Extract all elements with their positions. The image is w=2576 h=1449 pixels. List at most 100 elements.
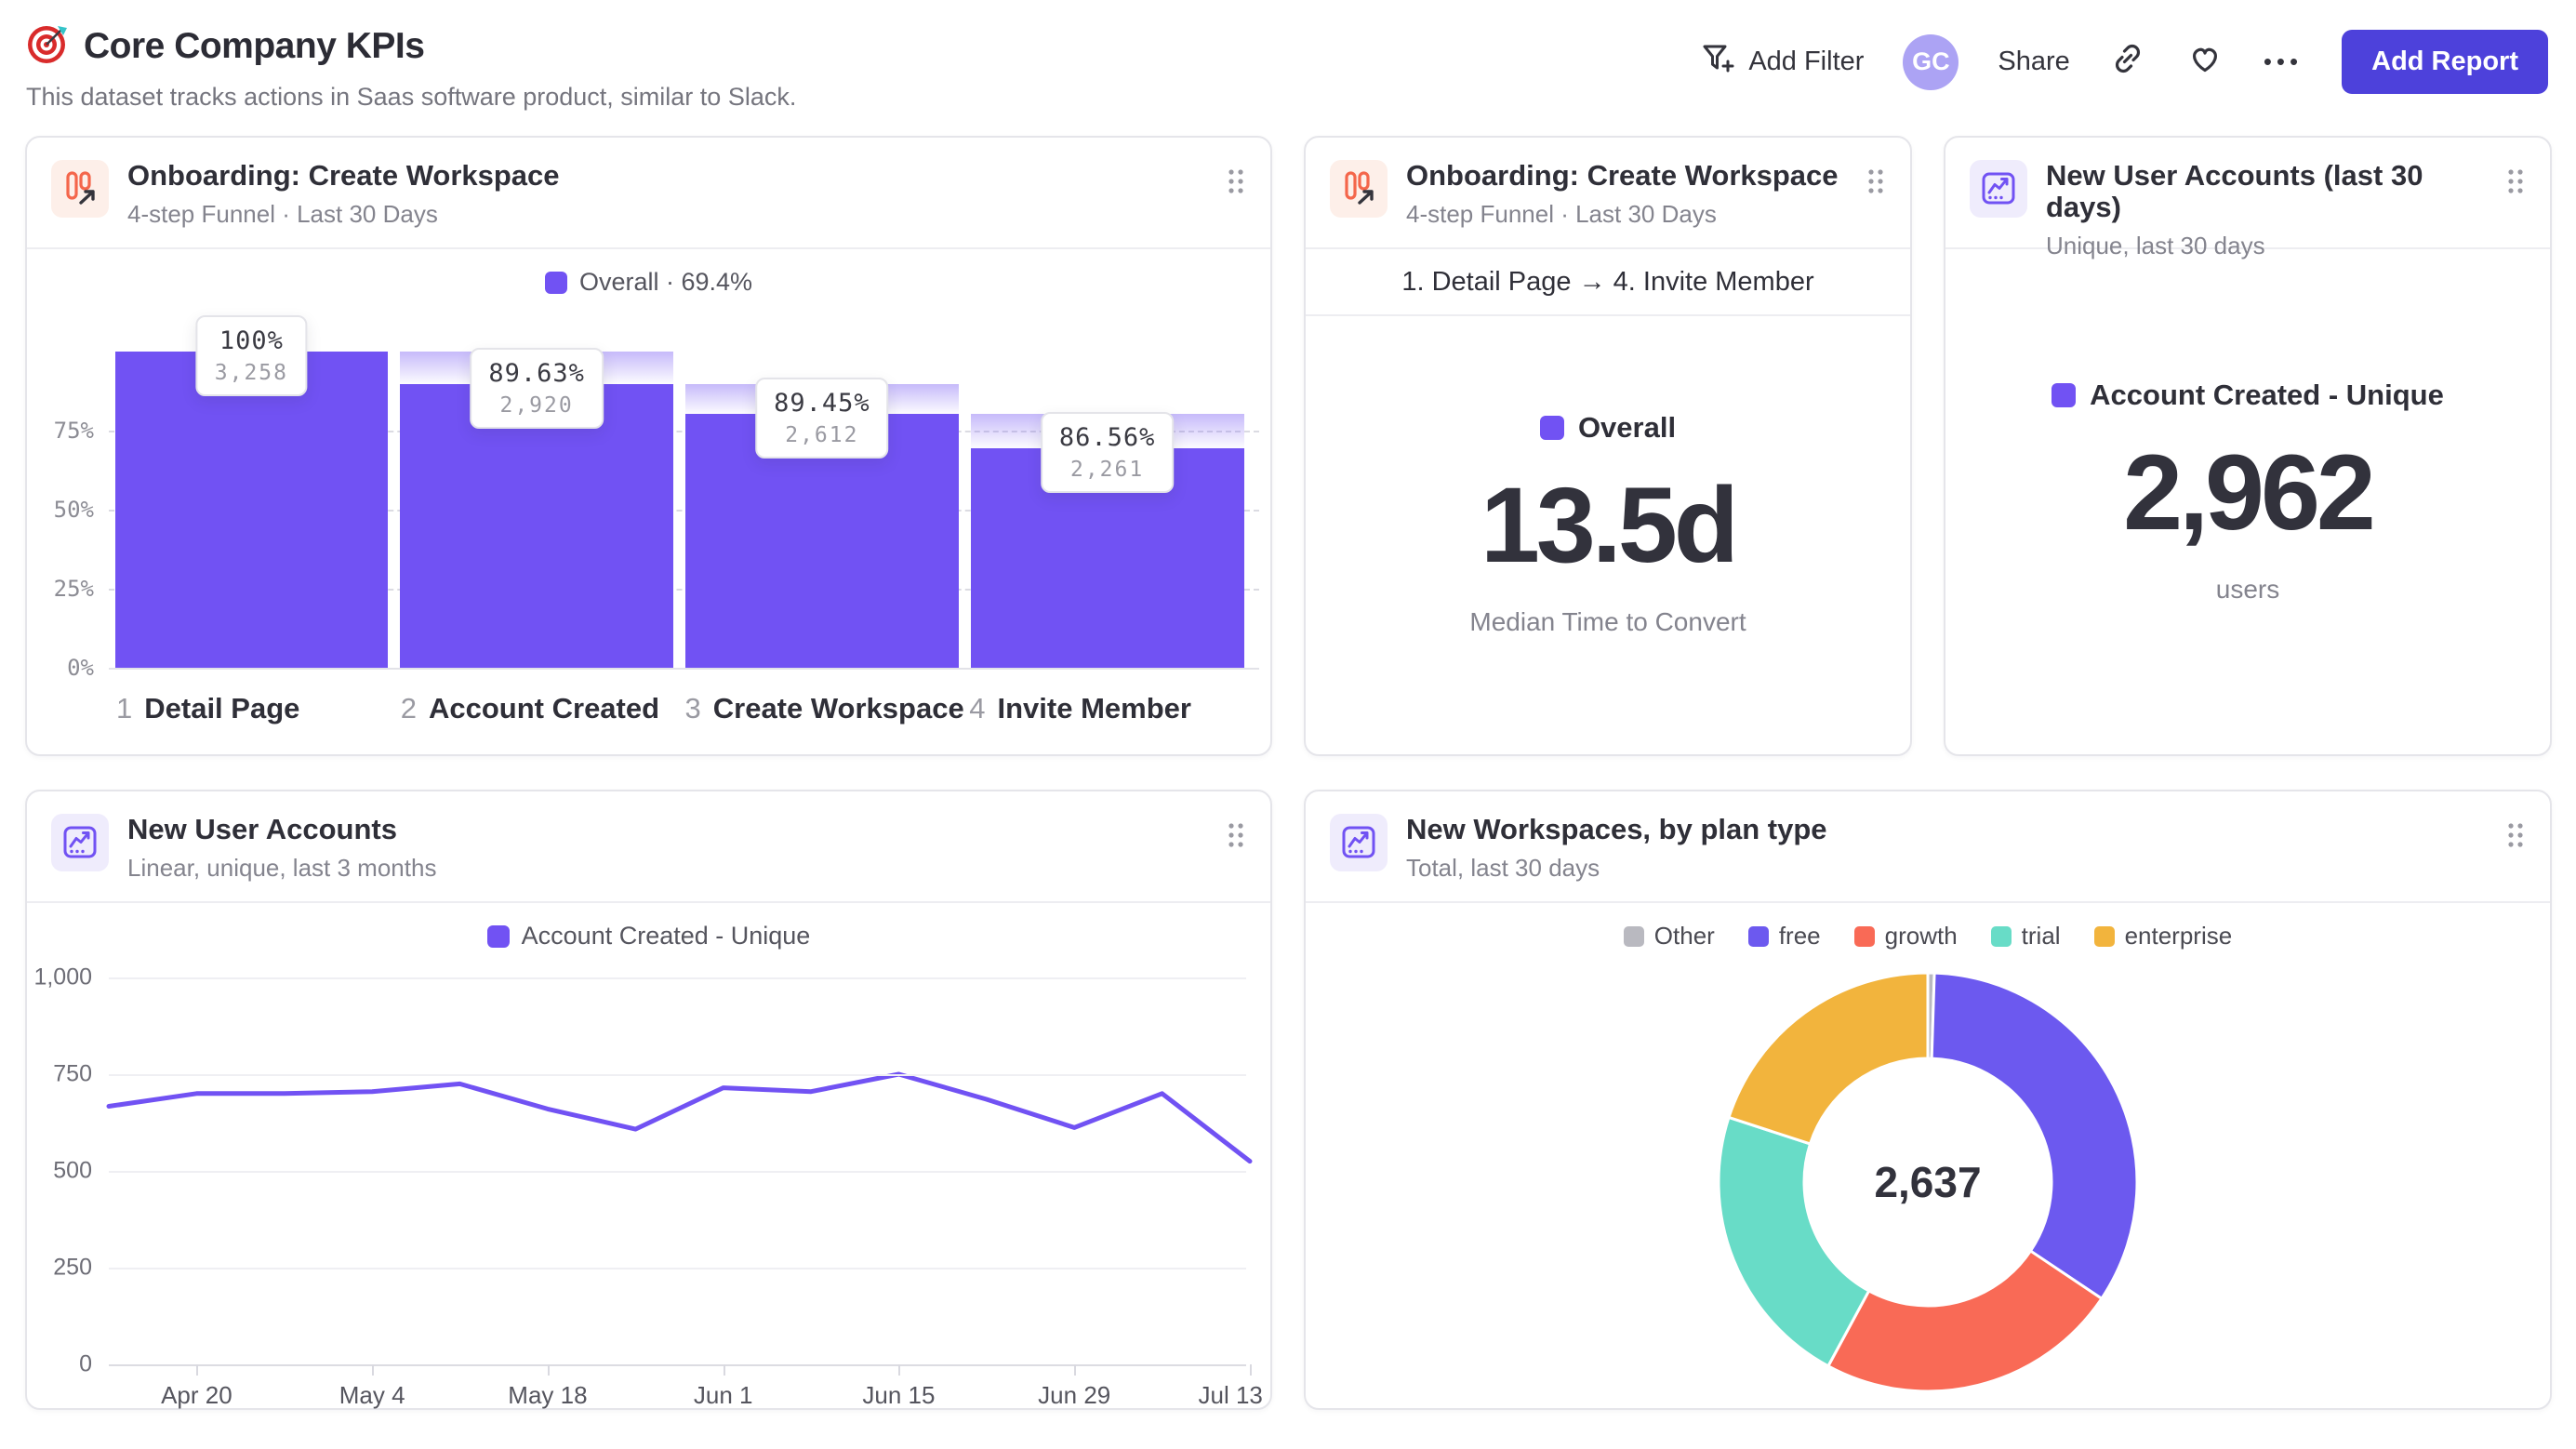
stat-legend-label: Overall: [1577, 411, 1677, 444]
share-button[interactable]: Share: [1998, 47, 2069, 77]
stat-legend[interactable]: Account Created - Unique: [2052, 379, 2444, 412]
insights-report-icon: [51, 814, 109, 871]
funnel-tooltip-pct: 89.63%: [488, 359, 585, 389]
line-y-tick-label: 1,000: [33, 964, 92, 990]
line-y-tick-label: 250: [53, 1254, 92, 1281]
line-y-tick-label: 750: [53, 1060, 92, 1087]
add-filter-button[interactable]: Add Filter: [1699, 40, 1864, 85]
page-header: Core Company KPIs This dataset tracks ac…: [0, 0, 2576, 112]
stat-legend[interactable]: Overall: [1539, 411, 1677, 445]
donut-legend-item-growth[interactable]: growth: [1853, 922, 1958, 950]
line-x-tick: [372, 1364, 375, 1376]
funnel-gridline: [109, 510, 1259, 512]
funnel-range-label: 1. Detail Page → 4. Invite Member: [1306, 249, 1910, 316]
avatar[interactable]: GC: [1903, 33, 1959, 90]
funnel-step-label[interactable]: 3 Create Workspace: [678, 692, 964, 725]
card-funnel-header: Onboarding: Create Workspace 4-step Funn…: [27, 138, 1270, 249]
line-x-tick-label: Jun 29: [1038, 1381, 1111, 1409]
funnel-bar-1[interactable]: [114, 352, 389, 668]
copy-link-button[interactable]: [2109, 40, 2146, 85]
line-gridline: [109, 1364, 1246, 1366]
legend-swatch: [1623, 925, 1644, 947]
page-subtitle: This dataset tracks actions in Saas soft…: [26, 83, 797, 111]
drag-handle-icon[interactable]: [2505, 167, 2526, 200]
line-gridline: [109, 977, 1246, 979]
funnel-axis-baseline: [109, 668, 1259, 670]
donut-legend-label: Other: [1653, 922, 1715, 950]
page-title: Core Company KPIs: [84, 25, 425, 66]
funnel-tooltip-count: 3,258: [214, 361, 288, 385]
funnel-step-name: Invite Member: [997, 692, 1191, 724]
funnel-step-labels: 1 Detail Page 2 Account Created 3 Create Work…: [109, 692, 1246, 725]
line-legend[interactable]: Account Created - Unique: [27, 922, 1270, 950]
funnel-step-label[interactable]: 1 Detail Page: [109, 692, 393, 725]
line-x-tick-label: Jun 1: [693, 1381, 753, 1409]
funnel-legend[interactable]: Overall · 69.4%: [27, 268, 1270, 297]
funnel-y-tick-label: 50%: [53, 497, 94, 523]
add-report-button[interactable]: Add Report: [2342, 30, 2548, 94]
heart-icon: [2185, 39, 2224, 86]
filter-plus-icon: [1699, 40, 1736, 85]
favorite-button[interactable]: [2185, 39, 2224, 86]
add-filter-label: Add Filter: [1748, 47, 1865, 76]
donut-legend-label: enterprise: [2124, 922, 2233, 950]
donut-slice-enterprise[interactable]: [1727, 971, 1930, 1146]
line-series-svg: [106, 1071, 1253, 1164]
card-line-chart: New User Accounts Linear, unique, last 3…: [25, 790, 1272, 1410]
more-menu-button[interactable]: •••: [2263, 47, 2304, 75]
donut-legend-item-trial[interactable]: trial: [1990, 922, 2061, 950]
donut-slice-free[interactable]: [1930, 971, 2139, 1300]
card-subtitle: Unique, last 30 days: [2046, 232, 2265, 260]
card-funnel: Onboarding: Create Workspace 4-step Funn…: [25, 136, 1272, 756]
card-title: New User Accounts: [127, 813, 397, 845]
donut-legend-item-Other[interactable]: Other: [1623, 922, 1715, 950]
card-titles: New Workspaces, by plan type Total, last…: [1406, 813, 1827, 883]
card-line-chart-header: New User Accounts Linear, unique, last 3…: [27, 791, 1270, 903]
donut-legend: Other free growth trial enterprise: [1306, 922, 2550, 950]
donut-legend-item-free[interactable]: free: [1747, 922, 1821, 950]
card-titles: New User Accounts (last 30 days) Unique,…: [2046, 159, 2487, 260]
funnel-bar-2[interactable]: [400, 384, 673, 668]
funnel-step-label[interactable]: 4 Invite Member: [962, 692, 1246, 725]
card-new-accounts: New User Accounts (last 30 days) Unique,…: [1944, 136, 2552, 756]
line-gridline: [109, 1268, 1246, 1270]
funnel-step-number: 4: [969, 692, 986, 724]
drag-handle-icon[interactable]: [1866, 167, 1886, 200]
share-label: Share: [1998, 47, 2070, 76]
card-title: New Workspaces, by plan type: [1406, 813, 1827, 845]
funnel-tooltip-pct: 100%: [219, 326, 284, 355]
line-legend-label: Account Created - Unique: [521, 922, 811, 950]
donut-total: 2,637: [1874, 1158, 1981, 1206]
drag-handle-icon[interactable]: [1226, 821, 1246, 854]
funnel-tooltip-pct: 89.45%: [774, 389, 870, 419]
funnel-step-name: Detail Page: [144, 692, 300, 724]
funnel-chart[interactable]: 0% 25% 50% 75% 100% 3,258 89.63% 2,920 89.45% 2,6…: [54, 315, 1259, 681]
card-donut-header: New Workspaces, by plan type Total, last…: [1306, 791, 2550, 903]
card-subtitle: Total, last 30 days: [1406, 854, 1600, 883]
card-titles: New User Accounts Linear, unique, last 3…: [127, 813, 436, 883]
drag-handle-icon[interactable]: [1226, 167, 1246, 200]
funnel-step-number: 2: [400, 692, 417, 724]
legend-swatch: [1853, 925, 1875, 947]
card-titles: Onboarding: Create Workspace 4-step Funn…: [1406, 159, 1839, 229]
line-gridline: [109, 1171, 1246, 1173]
funnel-step-number: 3: [684, 692, 701, 724]
funnel-step-label[interactable]: 2 Account Created: [393, 692, 678, 725]
link-icon: [2109, 40, 2146, 85]
line-chart[interactable]: 1,000 750 500 250 0 Apr 20 May 4 May 18 Jun 1 Jun…: [33, 964, 1262, 1410]
line-x-tick: [547, 1364, 550, 1376]
funnel-tooltip-1: 100% 3,258: [195, 315, 307, 396]
legend-swatch: [544, 271, 567, 294]
stat-legend-label: Account Created - Unique: [2090, 379, 2444, 411]
accounts-caption: users: [2215, 575, 2280, 604]
line-x-tick-label: May 18: [508, 1381, 588, 1409]
funnel-gridline: [109, 431, 1259, 432]
donut-slice-trial[interactable]: [1717, 1115, 1871, 1368]
donut-legend-item-enterprise[interactable]: enterprise: [2093, 922, 2233, 950]
funnel-tooltip-3: 89.45% 2,612: [755, 378, 889, 459]
drag-handle-icon[interactable]: [2505, 821, 2526, 854]
line-x-tick-label: Jun 15: [862, 1381, 936, 1409]
donut-legend-label: free: [1778, 922, 1821, 950]
donut-slice-growth[interactable]: [1826, 1249, 2104, 1393]
donut-chart[interactable]: 2,637: [1306, 964, 2550, 1401]
